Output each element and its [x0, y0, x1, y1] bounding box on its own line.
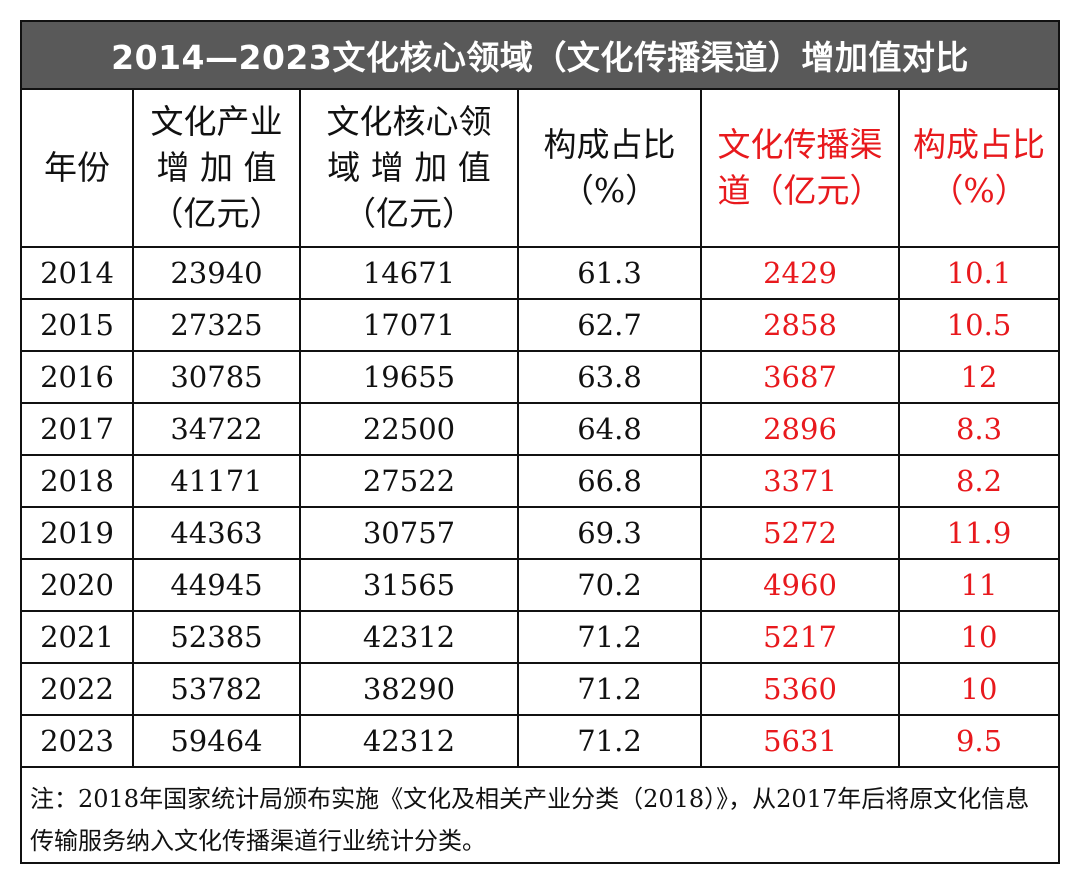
table-row: 2020 44945 31565 70.2 4960 11: [22, 558, 1058, 612]
table-cell-industry-value: 34722: [132, 402, 301, 456]
footnote: 注：2018年国家统计局颁布实施《文化及相关产业分类（2018）》，从2017年…: [30, 785, 1030, 855]
column-header-line: （%）: [560, 171, 659, 210]
table-cell-industry-value: 53782: [132, 662, 301, 716]
table-cell-channel-ratio: 10: [898, 662, 1058, 716]
table-row: 2017 34722 22500 64.8 2896 8.3: [22, 402, 1058, 456]
table-cell-core-ratio: 71.2: [517, 714, 702, 768]
column-header-channel-value: 文化传播渠道（亿元）: [700, 90, 900, 248]
column-header-line: （亿元）: [343, 194, 475, 233]
table-cell-core-ratio: 70.2: [517, 558, 702, 612]
table-cell-industry-value: 59464: [132, 714, 301, 768]
table-cell-year: 2019: [22, 506, 134, 560]
table-row: 2014 23940 14671 61.3 2429 10.1: [22, 246, 1058, 300]
table-cell-channel-value: 3687: [700, 350, 900, 404]
table-row: 2019 44363 30757 69.3 5272 11.9: [22, 506, 1058, 560]
table-cell-channel-ratio: 11: [898, 558, 1058, 612]
table-row: 2023 59464 42312 71.2 5631 9.5: [22, 714, 1058, 768]
table-cell-channel-ratio: 10: [898, 610, 1058, 664]
table-title: 2014—2023文化核心领域（文化传播渠道）增加值对比: [22, 22, 1058, 90]
table-cell-core-value: 42312: [299, 610, 519, 664]
column-header-line: 年份: [44, 148, 110, 187]
table-row: 2016 30785 19655 63.8 3687 12: [22, 350, 1058, 404]
data-table-frame: 2014—2023文化核心领域（文化传播渠道）增加值对比 年份 文化产业增 加 值…: [20, 20, 1060, 864]
table-cell-channel-value: 2896: [700, 402, 900, 456]
table-cell-core-value: 27522: [299, 454, 519, 508]
table-cell-year: 2020: [22, 558, 134, 612]
table-cell-year: 2015: [22, 298, 134, 352]
table-cell-channel-ratio: 9.5: [898, 714, 1058, 768]
table-cell-industry-value: 30785: [132, 350, 301, 404]
table-body: 2014 23940 14671 61.3 2429 10.1 2015 27325 17071…: [22, 246, 1058, 768]
column-header-industry-value: 文化产业增 加 值 （亿元）: [132, 90, 301, 248]
column-header-line: （亿元）: [150, 194, 283, 233]
table-cell-channel-value: 2429: [700, 246, 900, 300]
table-cell-channel-value: 3371: [700, 454, 900, 508]
table-cell-core-value: 31565: [299, 558, 519, 612]
column-header-year: 年份: [22, 90, 134, 248]
table-cell-core-value: 19655: [299, 350, 519, 404]
table-cell-channel-ratio: 10.1: [898, 246, 1058, 300]
table-row: 2018 41171 27522 66.8 3371 8.2: [22, 454, 1058, 508]
table-cell-core-value: 42312: [299, 714, 519, 768]
column-header-line: 道（亿元）: [717, 171, 883, 210]
column-header-line: 文化核心领: [326, 102, 492, 141]
table-cell-channel-ratio: 11.9: [898, 506, 1058, 560]
table-cell-channel-ratio: 8.2: [898, 454, 1058, 508]
data-table: 年份 文化产业增 加 值 （亿元） 文化核心领域 增 加 值 （亿元） 构成占比 （%） 文化…: [22, 90, 1058, 768]
table-cell-core-value: 17071: [299, 298, 519, 352]
table-row: 2015 27325 17071 62.7 2858 10.5: [22, 298, 1058, 352]
table-cell-channel-ratio: 8.3: [898, 402, 1058, 456]
column-header-core-value: 文化核心领域 增 加 值 （亿元）: [299, 90, 519, 248]
column-header-line: （%）: [930, 171, 1028, 210]
table-cell-year: 2021: [22, 610, 134, 664]
column-header-line: 文化产业: [150, 102, 283, 141]
table-cell-year: 2017: [22, 402, 134, 456]
table-cell-core-ratio: 62.7: [517, 298, 702, 352]
table-cell-core-ratio: 64.8: [517, 402, 702, 456]
table-cell-channel-value: 5360: [700, 662, 900, 716]
table-row: 2021 52385 42312 71.2 5217 10: [22, 610, 1058, 664]
table-cell-core-ratio: 69.3: [517, 506, 702, 560]
column-header-channel-ratio: 构成占比 （%）: [898, 90, 1058, 248]
table-cell-channel-value: 4960: [700, 558, 900, 612]
table-cell-year: 2022: [22, 662, 134, 716]
table-cell-industry-value: 41171: [132, 454, 301, 508]
column-header-line: 构成占比: [543, 125, 676, 164]
table-cell-industry-value: 27325: [132, 298, 301, 352]
table-cell-core-value: 14671: [299, 246, 519, 300]
column-header-line: 构成占比: [913, 125, 1045, 164]
column-header-core-ratio: 构成占比 （%）: [517, 90, 702, 248]
table-cell-industry-value: 44363: [132, 506, 301, 560]
table-cell-channel-value: 5217: [700, 610, 900, 664]
table-cell-core-ratio: 71.2: [517, 662, 702, 716]
table-cell-year: 2014: [22, 246, 134, 300]
table-row: 2022 53782 38290 71.2 5360 10: [22, 662, 1058, 716]
table-cell-channel-value: 2858: [700, 298, 900, 352]
table-cell-core-value: 22500: [299, 402, 519, 456]
table-cell-industry-value: 52385: [132, 610, 301, 664]
column-header-line: 增 加 值: [156, 148, 277, 187]
table-cell-core-ratio: 66.8: [517, 454, 702, 508]
table-cell-core-value: 30757: [299, 506, 519, 560]
table-cell-channel-value: 5631: [700, 714, 900, 768]
table-cell-industry-value: 44945: [132, 558, 301, 612]
header-row: 年份 文化产业增 加 值 （亿元） 文化核心领域 增 加 值 （亿元） 构成占比 （%） 文化…: [22, 90, 1058, 248]
table-cell-year: 2018: [22, 454, 134, 508]
table-cell-industry-value: 23940: [132, 246, 301, 300]
column-header-line: 域 增 加 值: [327, 148, 491, 187]
table-cell-core-ratio: 71.2: [517, 610, 702, 664]
table-cell-year: 2023: [22, 714, 134, 768]
table-cell-year: 2016: [22, 350, 134, 404]
table-cell-channel-ratio: 10.5: [898, 298, 1058, 352]
table-cell-core-ratio: 63.8: [517, 350, 702, 404]
table-cell-channel-ratio: 12: [898, 350, 1058, 404]
table-cell-core-ratio: 61.3: [517, 246, 702, 300]
table-cell-channel-value: 5272: [700, 506, 900, 560]
table-cell-core-value: 38290: [299, 662, 519, 716]
column-header-line: 文化传播渠: [717, 125, 883, 164]
